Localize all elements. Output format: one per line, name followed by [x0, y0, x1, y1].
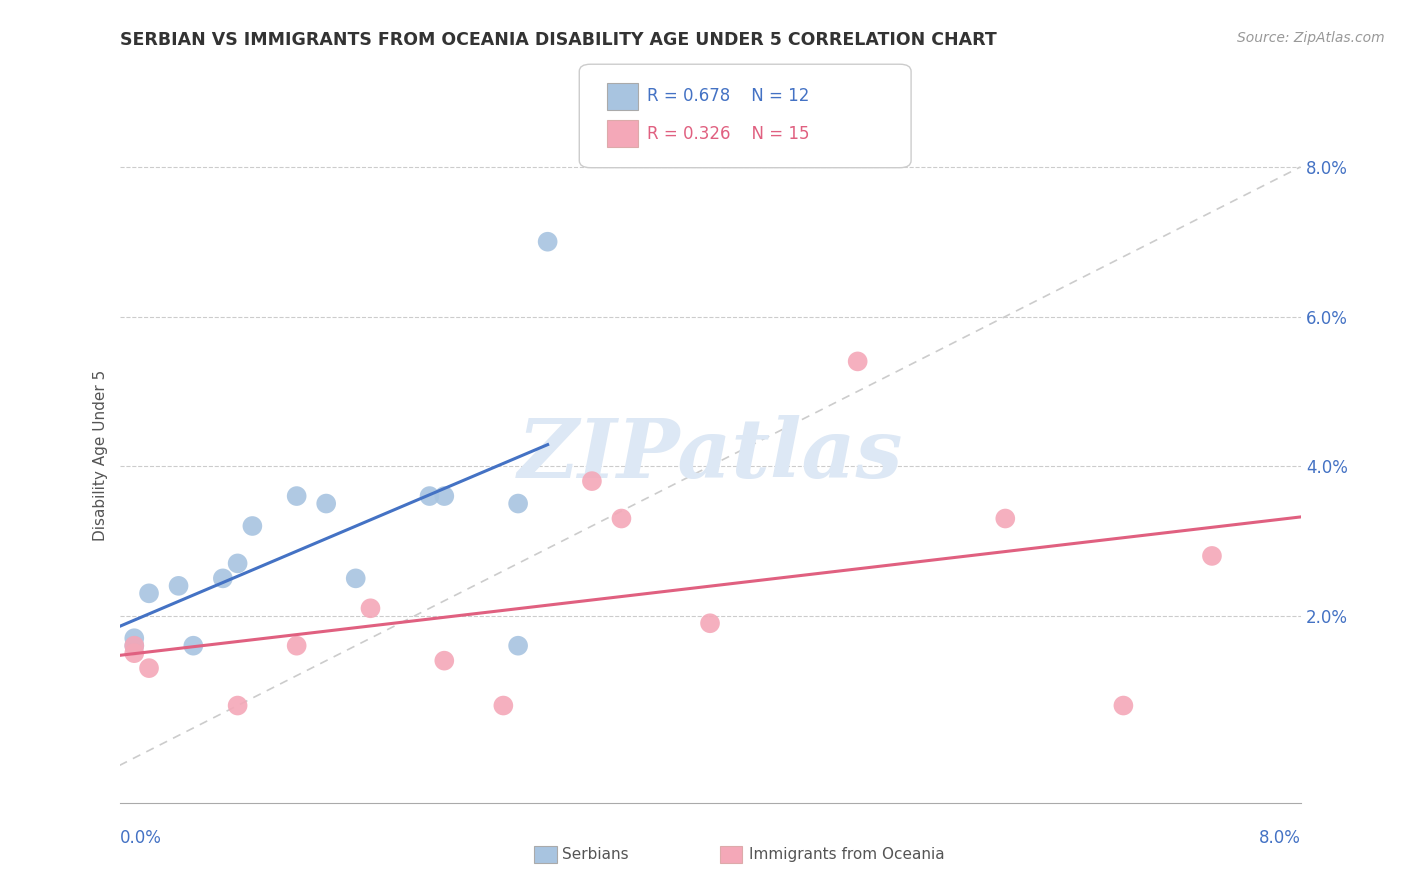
Point: [344, 571, 367, 585]
Point: [226, 557, 249, 571]
Text: SERBIAN VS IMMIGRANTS FROM OCEANIA DISABILITY AGE UNDER 5 CORRELATION CHART: SERBIAN VS IMMIGRANTS FROM OCEANIA DISAB…: [120, 31, 997, 49]
Point: [124, 631, 146, 645]
Point: [610, 511, 633, 525]
Point: [211, 571, 233, 585]
Point: [506, 639, 529, 653]
Text: 0.0%: 0.0%: [120, 829, 162, 847]
Point: [124, 639, 146, 653]
Text: Serbians: Serbians: [562, 847, 628, 862]
Point: [124, 646, 146, 660]
Point: [138, 661, 160, 675]
Point: [846, 354, 869, 368]
Point: [994, 511, 1017, 525]
Point: [285, 489, 308, 503]
Point: [226, 698, 249, 713]
Point: [433, 489, 456, 503]
Point: [360, 601, 382, 615]
Point: [315, 497, 337, 511]
Point: [167, 579, 190, 593]
Text: ZIPatlas: ZIPatlas: [517, 415, 903, 495]
Point: [1112, 698, 1135, 713]
Text: Source: ZipAtlas.com: Source: ZipAtlas.com: [1237, 31, 1385, 45]
Point: [492, 698, 515, 713]
Point: [506, 497, 529, 511]
Point: [1201, 549, 1223, 563]
Point: [124, 639, 146, 653]
Point: [699, 616, 721, 631]
Point: [581, 474, 603, 488]
Text: R = 0.326    N = 15: R = 0.326 N = 15: [647, 125, 810, 143]
Text: 8.0%: 8.0%: [1258, 829, 1301, 847]
Point: [242, 519, 264, 533]
Point: [138, 586, 160, 600]
Point: [433, 654, 456, 668]
Text: R = 0.678    N = 12: R = 0.678 N = 12: [647, 87, 808, 105]
Y-axis label: Disability Age Under 5: Disability Age Under 5: [93, 369, 108, 541]
Point: [537, 235, 560, 249]
Point: [419, 489, 441, 503]
Text: Immigrants from Oceania: Immigrants from Oceania: [749, 847, 945, 862]
Point: [183, 639, 205, 653]
Point: [285, 639, 308, 653]
